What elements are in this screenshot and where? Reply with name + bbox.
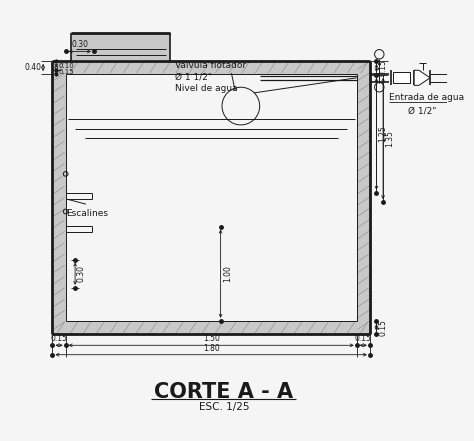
Text: Válvula flotador: Válvula flotador [175,61,246,71]
Text: 0.40: 0.40 [24,63,41,72]
Bar [53,61,370,74]
Text: 1.25: 1.25 [378,126,387,142]
Text: 0.15: 0.15 [355,334,372,344]
Text: ESC. 1/25: ESC. 1/25 [199,403,249,412]
Text: Escalines: Escalines [67,209,109,218]
Text: 0.15: 0.15 [58,69,74,75]
Text: Entrada de agua: Entrada de agua [389,93,464,102]
Text: Ø 1 1/2": Ø 1 1/2" [175,73,212,82]
Text: 0.30: 0.30 [77,265,86,282]
Text: Ø 1/2": Ø 1/2" [408,107,436,116]
Text: 0.30: 0.30 [71,40,88,49]
Bar [71,33,170,61]
Text: 1.50: 1.50 [203,334,219,344]
Text: 1.80: 1.80 [203,344,219,353]
Text: 1.35: 1.35 [385,130,394,147]
Text: Nivel de agua: Nivel de agua [175,84,237,93]
Text: 0.15: 0.15 [51,334,67,344]
Bar [357,61,370,334]
Bar [53,61,66,334]
Polygon shape [414,70,430,86]
Text: 0.15: 0.15 [378,60,387,76]
Text: 1.00: 1.00 [223,265,232,282]
Text: 0.10: 0.10 [58,63,74,68]
Text: 0.15: 0.15 [378,319,387,336]
Bar [393,72,410,83]
Bar [53,321,370,334]
Text: CORTE A - A: CORTE A - A [155,382,293,402]
